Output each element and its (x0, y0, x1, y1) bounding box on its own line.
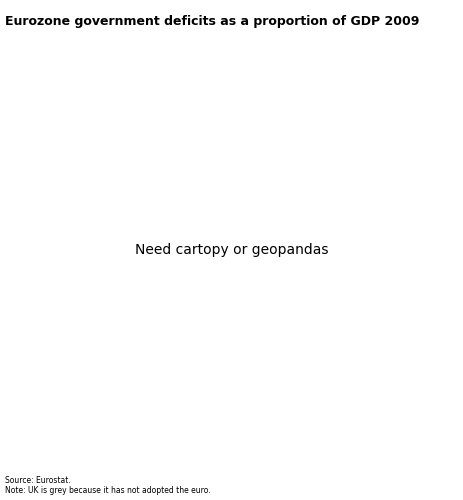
Text: Source: Eurostat.
Note: UK is grey because it has not adopted the euro.: Source: Eurostat. Note: UK is grey becau… (5, 476, 210, 495)
Text: Need cartopy or geopandas: Need cartopy or geopandas (135, 243, 328, 257)
Text: Eurozone government deficits as a proportion of GDP 2009: Eurozone government deficits as a propor… (5, 15, 418, 28)
